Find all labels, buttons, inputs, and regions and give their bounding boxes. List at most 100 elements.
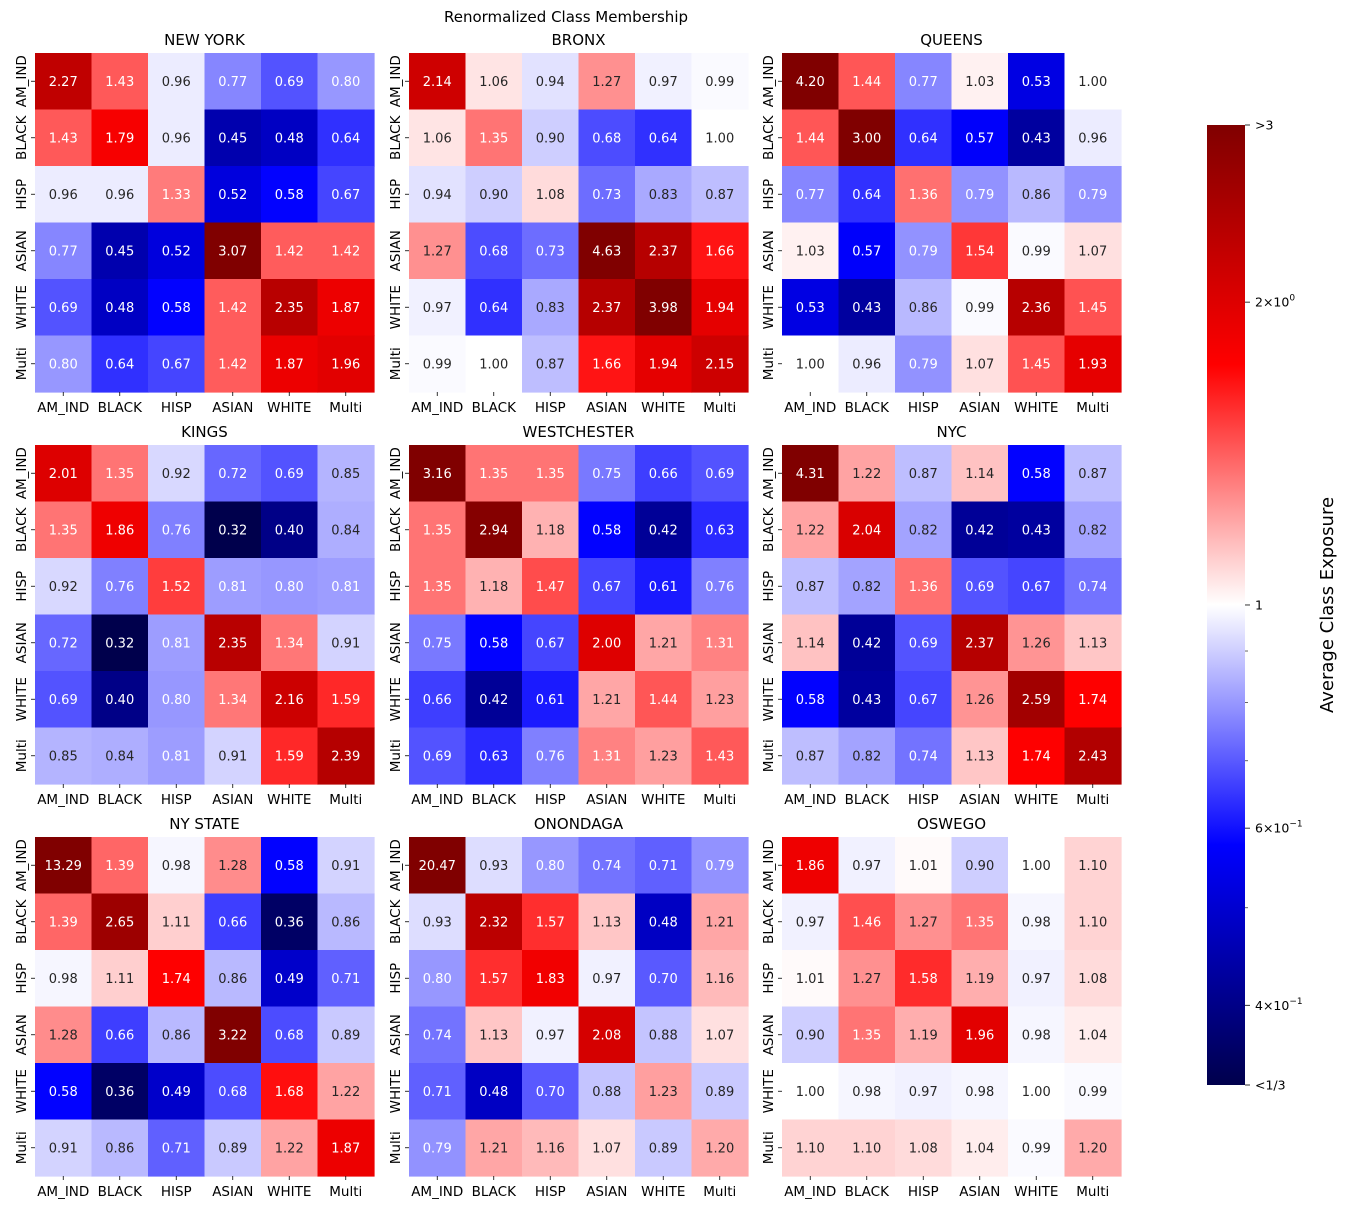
heatmap-cell: [951, 335, 1009, 393]
cell-value-label: 0.97: [909, 1085, 938, 1100]
panel-title: QUEENS: [920, 31, 982, 49]
x-tick-label: Multi: [1076, 400, 1109, 416]
cell-value-label: 1.42: [331, 244, 360, 259]
cell-value-label: 0.58: [796, 693, 825, 708]
heatmap-cell: [1008, 1006, 1066, 1064]
cell-value-label: 0.58: [1022, 467, 1051, 482]
x-tick-label: ASIAN: [586, 400, 627, 416]
heatmap-cell: [204, 1063, 262, 1121]
cell-value-label: 0.74: [592, 859, 621, 874]
heatmap-cell: [317, 279, 375, 337]
heatmap-cell: [35, 222, 93, 280]
heatmap-panel: ONONDAGA 20.47 0.93 0.80 0.74 0.71 0.79 0.93 2.3…: [388, 815, 749, 1200]
cell-value-label: 0.99: [1022, 1141, 1051, 1156]
cell-value-label: 0.75: [423, 636, 452, 651]
cell-value-label: 2.14: [423, 75, 452, 90]
panel-title: NEW YORK: [164, 31, 246, 49]
y-tick-label: AM_IND: [761, 839, 777, 891]
y-tick-label: Multi: [761, 739, 777, 772]
heatmap-cell: [261, 279, 319, 337]
heatmap-cell: [261, 837, 319, 895]
y-tick-label: WHITE: [388, 1069, 404, 1113]
y-tick-label: AM_IND: [14, 839, 30, 891]
x-tick-label: WHITE: [1014, 400, 1058, 416]
heatmap-cell: [895, 614, 953, 672]
cell-value-label: 1.01: [796, 972, 825, 987]
heatmap-cell: [148, 166, 206, 224]
heatmap-cell: [148, 109, 206, 167]
y-tick-label: HISP: [761, 179, 777, 210]
heatmap-cell: [578, 727, 636, 785]
y-tick-label: WHITE: [14, 285, 30, 329]
cell-value-label: 0.61: [649, 580, 678, 595]
heatmap-cell: [522, 1006, 580, 1064]
cell-value-label: 0.48: [275, 131, 304, 146]
heatmap-cell: [838, 335, 896, 393]
cell-value-label: 0.84: [105, 749, 134, 764]
heatmap-cell: [782, 614, 840, 672]
heatmap-cell: [1008, 279, 1066, 337]
heatmap-cell: [1064, 837, 1122, 895]
cell-value-label: 1.39: [105, 859, 134, 874]
heatmap-cell: [838, 837, 896, 895]
heatmap-cell: [578, 501, 636, 559]
heatmap-panel: NYC 4.31 1.22 0.87 1.14 0.58 0.87 1.22 2.04 0.82 0…: [761, 423, 1122, 808]
heatmap-cell: [838, 893, 896, 951]
cell-value-label: 1.68: [275, 1085, 304, 1100]
heatmap-cell: [317, 614, 375, 672]
cell-value-label: 0.42: [965, 523, 994, 538]
heatmap-cell: [409, 166, 467, 224]
heatmap-cell: [691, 445, 749, 503]
cell-value-label: 3.98: [649, 301, 678, 316]
cell-value-label: 0.45: [105, 244, 134, 259]
heatmap-cell: [838, 222, 896, 280]
heatmap-cell: [35, 614, 93, 672]
heatmap-cell: [951, 1006, 1009, 1064]
cell-value-label: 1.18: [479, 580, 508, 595]
heatmap-cell: [261, 727, 319, 785]
cell-value-label: 0.80: [331, 75, 360, 90]
heatmap-cell: [522, 727, 580, 785]
cell-value-label: 0.98: [162, 859, 191, 874]
heatmap-cell: [91, 1119, 149, 1177]
heatmap-cell: [148, 614, 206, 672]
cell-value-label: 0.96: [162, 131, 191, 146]
y-tick-label: AM_IND: [761, 55, 777, 107]
heatmap-cell: [895, 1006, 953, 1064]
heatmap-cell: [951, 671, 1009, 729]
x-tick-label: ASIAN: [959, 1184, 1000, 1200]
y-tick-label: ASIAN: [761, 230, 777, 271]
heatmap-cell: [782, 166, 840, 224]
heatmap-cell: [1064, 1063, 1122, 1121]
cell-value-label: 0.81: [162, 636, 191, 651]
heatmap-cell: [895, 1119, 953, 1177]
cell-value-label: 0.88: [649, 1028, 678, 1043]
heatmap-cell: [782, 558, 840, 616]
x-tick-label: HISP: [908, 792, 939, 808]
heatmap-cell: [838, 558, 896, 616]
heatmap-cell: [317, 1119, 375, 1177]
y-tick-label: AM_IND: [388, 447, 404, 499]
heatmap-cell: [782, 1063, 840, 1121]
heatmap-cell: [204, 950, 262, 1008]
heatmap-cell: [91, 558, 149, 616]
cell-value-label: 1.22: [852, 467, 881, 482]
heatmap-cell: [635, 950, 693, 1008]
cell-value-label: 0.99: [705, 75, 734, 90]
heatmap-cell: [1064, 166, 1122, 224]
heatmap-cell: [261, 445, 319, 503]
cell-value-label: 0.77: [218, 75, 247, 90]
heatmap-panel: QUEENS 4.20 1.44 0.77 1.03 0.53 1.00 1.44 3.00 0.…: [761, 31, 1122, 416]
heatmap-cell: [691, 501, 749, 559]
heatmap-cell: [317, 335, 375, 393]
cell-value-label: 1.87: [331, 1141, 360, 1156]
heatmap-cell: [35, 1006, 93, 1064]
heatmap-cell: [465, 727, 523, 785]
heatmap-cell: [578, 1063, 636, 1121]
heatmap-cell: [522, 671, 580, 729]
heatmap-cell: [691, 837, 749, 895]
cell-value-label: 1.35: [965, 915, 994, 930]
heatmap-cell: [578, 53, 636, 111]
x-tick-label: ASIAN: [212, 1184, 253, 1200]
heatmap-cell: [522, 501, 580, 559]
